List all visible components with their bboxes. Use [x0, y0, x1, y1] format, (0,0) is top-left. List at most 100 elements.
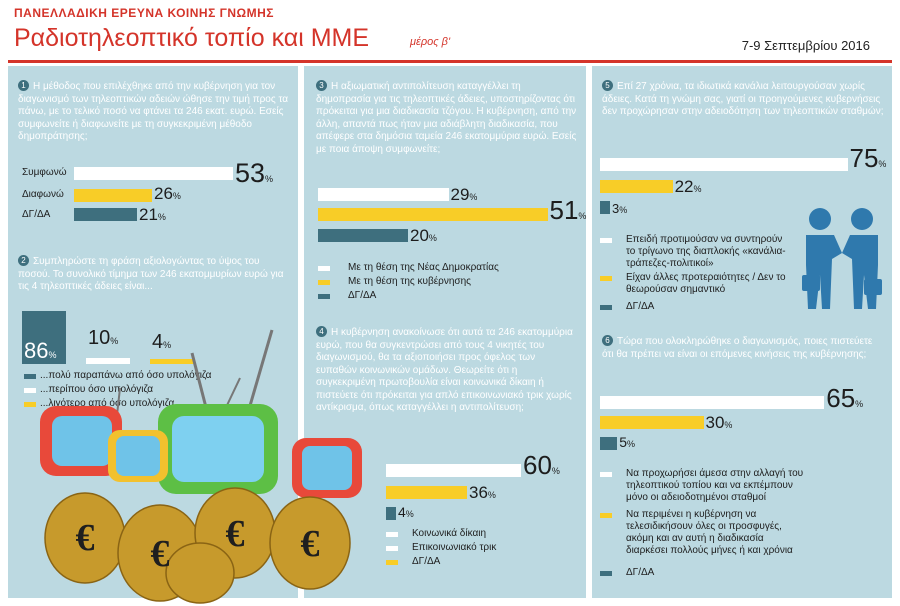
page-title: Ραδιοτηλεοπτικό τοπίο και ΜΜΕ	[14, 24, 370, 52]
q1-label-2: ΔΓ/ΔΑ	[22, 209, 51, 220]
q4-legend-2: ΔΓ/ΔΑ	[412, 556, 441, 567]
question-number: 1	[18, 80, 29, 91]
q5-bar-dkna	[600, 201, 610, 214]
q6-legend-swatch-2	[600, 571, 612, 576]
q6-legend-0: Να προχωρήσει άμεσα στην αλλαγή του τηλε…	[626, 468, 804, 503]
panel-right	[592, 66, 892, 598]
q6-value-dkna: 5%	[619, 434, 636, 450]
q2-block-less	[150, 359, 194, 364]
q2-value-about: 10%	[88, 327, 119, 349]
q4-bar-fair	[386, 464, 521, 477]
euro-icon: €	[301, 523, 320, 565]
q6-bar-wait	[600, 416, 704, 429]
euro-icon: €	[151, 533, 170, 575]
question-number: 4	[316, 326, 327, 337]
q4-legend-0: Κοινωνικά δίκαιη	[412, 528, 487, 539]
q2-legend-0: ...πολύ παραπάνω από όσο υπολόγιζα	[40, 370, 212, 381]
q1-value-agree: 53%	[235, 158, 274, 188]
q3-bar-dkna	[318, 229, 408, 242]
q3-legend-swatch-1	[318, 280, 330, 285]
q5-value-priorities: 22%	[674, 177, 702, 196]
q4-legend-1: Επικοινωνιακό τρικ	[412, 542, 497, 553]
q4-legend-swatch-2	[386, 560, 398, 565]
q6-bar-dkna	[600, 437, 618, 450]
q5-bar-collusion	[600, 158, 848, 171]
question-2: 2 Συμπληρώστε τη φράση αξιολογώντας το ύψ…	[18, 255, 288, 294]
q6-value-wait: 30%	[705, 413, 733, 432]
q5-legend-swatch-0	[600, 238, 612, 243]
q6-bar-immediate	[600, 396, 825, 409]
q1-bar-disagree	[74, 189, 152, 202]
q3-legend-swatch-0	[318, 266, 330, 271]
q5-legend-1: Είχαν άλλες προτεραιότητες / Δεν το θεωρ…	[626, 272, 786, 295]
q2-legend-swatch-0	[24, 374, 36, 379]
question-text: Η κυβέρνηση ανακοίνωσε ότι αυτά τα 246 ε…	[316, 327, 573, 413]
page-subtitle: μέρος β'	[410, 36, 451, 48]
q1-label-0: Συμφωνώ	[22, 167, 67, 178]
euro-icon: €	[76, 517, 95, 559]
q6-legend-swatch-0	[600, 472, 612, 477]
question-6: 6 Τώρα που ολοκληρώθηκε ο διαγωνισμός, πο…	[602, 335, 884, 361]
q5-legend-swatch-1	[600, 276, 612, 281]
q1-bar-agree	[74, 167, 233, 180]
q6-legend-1: Να περιμένει η κυβέρνηση να τελεσιδικήσο…	[626, 509, 793, 556]
q3-value-nd: 29%	[450, 185, 478, 204]
q3-legend-2: ΔΓ/ΔΑ	[348, 290, 377, 301]
tv-money-illustration: € € € €	[40, 329, 362, 604]
q5-bar-priorities	[600, 180, 673, 193]
q5-legend-swatch-2	[600, 305, 612, 310]
question-number: 5	[602, 80, 613, 91]
q4-value-dkna: 4%	[398, 504, 414, 520]
q3-value-government: 51%	[549, 195, 587, 225]
q3-legend-1: Με τη θέση της κυβέρνησης	[348, 276, 471, 287]
q2-value-less: 4%	[152, 331, 172, 353]
q4-bar-trick	[386, 486, 467, 499]
header-rule	[8, 60, 892, 63]
question-number: 2	[18, 255, 29, 266]
q3-legend-swatch-2	[318, 294, 330, 299]
q5-legend-0: Επειδή προτιμούσαν να συντηρούν το τρίγω…	[626, 234, 786, 269]
question-number: 6	[602, 335, 613, 346]
q2-legend-1: ...περίπου όσο υπολόγιζα	[40, 384, 153, 395]
q2-value-much-more: 86%	[24, 338, 57, 363]
q1-value-dkna: 21%	[139, 205, 166, 224]
q4-value-trick: 36%	[469, 483, 496, 502]
q2-block-about	[86, 357, 130, 364]
q5-value-dkna: 3%	[612, 201, 628, 216]
question-text: Συμπληρώστε τη φράση αξιολογώντας το ύψο…	[18, 256, 284, 292]
q3-value-dkna: 20%	[410, 226, 437, 245]
question-number: 3	[316, 80, 327, 91]
question-text: Η αξιωματική αντιπολίτευση καταγγέλλει τ…	[316, 81, 577, 155]
q3-bar-nd	[318, 188, 449, 201]
q1-label-1: Διαφωνώ	[22, 189, 64, 200]
q2-legend-2: ...λιγότερο από όσο υπολόγιζα	[40, 398, 175, 409]
q4-value-fair: 60%	[523, 450, 560, 480]
question-5: 5 Επί 27 χρόνια, τα ιδιωτικά κανάλια λειτ…	[602, 80, 884, 119]
q5-legend-2: ΔΓ/ΔΑ	[626, 301, 655, 312]
q3-bar-government	[318, 208, 548, 221]
q2-legend-swatch-2	[24, 402, 36, 407]
q6-value-immediate: 65%	[826, 383, 864, 413]
q5-value-collusion: 75%	[849, 143, 887, 173]
q1-value-disagree: 26%	[154, 184, 181, 203]
q4-bar-dkna	[386, 507, 396, 520]
panel-middle	[304, 66, 586, 598]
q2-legend-swatch-1	[24, 388, 36, 393]
question-text: Τώρα που ολοκληρώθηκε ο διαγωνισμός, ποι…	[602, 336, 873, 360]
euro-icon: €	[226, 513, 245, 555]
q1-bar-dkna	[74, 208, 137, 221]
question-text: Η μέθοδος που επιλέχθηκε από την κυβέρνη…	[18, 81, 289, 142]
q6-legend-2: ΔΓ/ΔΑ	[626, 567, 655, 578]
q3-legend-0: Με τη θέση της Νέας Δημοκρατίας	[348, 262, 499, 273]
q4-legend-swatch-1	[386, 546, 398, 551]
handshake-icon	[802, 208, 882, 309]
q2-block-much-more	[22, 310, 66, 364]
q4-legend-swatch-0	[386, 532, 398, 537]
survey-date: 7-9 Σεπτεμβρίου 2016	[741, 38, 870, 53]
survey-kicker: ΠΑΝΕΛΛΑΔΙΚΗ ΕΡΕΥΝΑ ΚΟΙΝΗΣ ΓΝΩΜΗΣ	[14, 6, 274, 20]
question-text: Επί 27 χρόνια, τα ιδιωτικά κανάλια λειτο…	[602, 81, 884, 117]
